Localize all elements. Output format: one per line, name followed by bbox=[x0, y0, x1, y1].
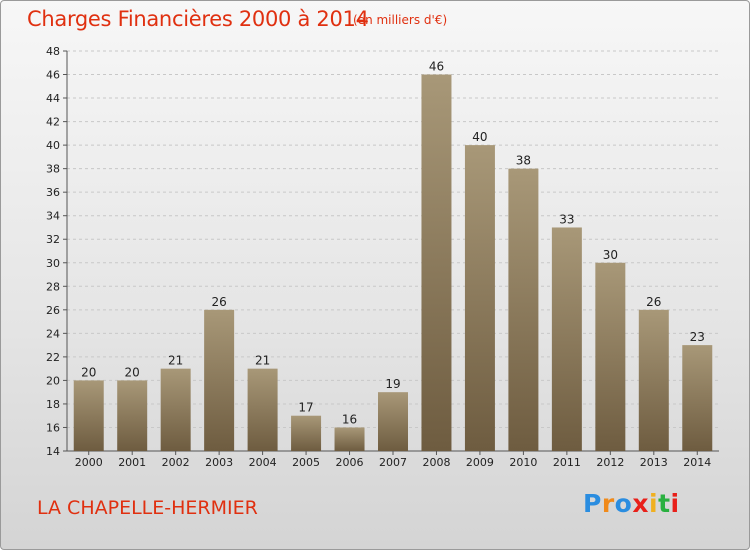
bar-2009 bbox=[464, 145, 495, 451]
y-tick-label: 32 bbox=[46, 233, 60, 246]
bar-2007 bbox=[378, 392, 408, 451]
data-label-2007: 19 bbox=[385, 377, 400, 391]
data-label-2014: 23 bbox=[690, 330, 705, 344]
x-tick-label-2011: 2011 bbox=[553, 456, 581, 469]
x-tick-label-2007: 2007 bbox=[379, 456, 407, 469]
bar-2004 bbox=[247, 368, 278, 451]
x-tick-label-2013: 2013 bbox=[640, 456, 668, 469]
x-tick-label-2003: 2003 bbox=[205, 456, 233, 469]
data-label-2006: 16 bbox=[342, 412, 357, 426]
y-tick-label: 24 bbox=[46, 327, 60, 340]
bar-2005 bbox=[291, 415, 322, 451]
y-tick-label: 30 bbox=[46, 257, 60, 270]
place-name: LA CHAPELLE-HERMIER bbox=[37, 497, 258, 519]
x-tick-label-2004: 2004 bbox=[249, 456, 277, 469]
y-tick-label: 48 bbox=[46, 45, 60, 58]
data-label-2005: 17 bbox=[298, 401, 313, 415]
data-labels: 20 20 21 26 21 17 16 19 46 40 38 33 30 26 23 bbox=[81, 60, 705, 427]
y-tick-label: 34 bbox=[46, 210, 60, 223]
x-tick-label-2002: 2002 bbox=[162, 456, 190, 469]
x-tick-label-2001: 2001 bbox=[118, 456, 146, 469]
x-tick-label-2006: 2006 bbox=[336, 456, 364, 469]
y-tick-label: 38 bbox=[46, 163, 60, 176]
grid-lines bbox=[63, 50, 719, 452]
data-label-2002: 21 bbox=[168, 354, 183, 368]
bar-2006 bbox=[334, 427, 365, 451]
logo-letter: o bbox=[614, 489, 633, 518]
y-tick-label: 26 bbox=[46, 304, 60, 317]
x-tick-label-2008: 2008 bbox=[422, 456, 450, 469]
x-tick-labels: 2000 2001 2002 2003 2004 2005 2006 2007 2008 2009… bbox=[75, 456, 712, 469]
y-tick-label: 40 bbox=[46, 139, 60, 152]
bar-2003 bbox=[204, 309, 235, 451]
logo-letter: P bbox=[583, 489, 602, 518]
bar-2010 bbox=[508, 168, 539, 451]
proxiti-logo[interactable]: Proxiti bbox=[583, 489, 680, 518]
data-label-2011: 33 bbox=[559, 212, 574, 226]
logo-letter: i bbox=[670, 489, 680, 518]
x-tick-label-2009: 2009 bbox=[466, 456, 494, 469]
x-tick-label-2014: 2014 bbox=[683, 456, 711, 469]
chart-title: Charges Financières 2000 à 2014 bbox=[27, 7, 369, 31]
y-tick-label: 28 bbox=[46, 280, 60, 293]
bar-2013 bbox=[638, 309, 669, 451]
y-tick-label: 44 bbox=[46, 92, 60, 105]
data-label-2008: 46 bbox=[429, 60, 444, 74]
x-tick-label-2000: 2000 bbox=[75, 456, 103, 469]
y-tick-label: 14 bbox=[46, 445, 60, 458]
y-tick-label: 46 bbox=[46, 69, 60, 82]
data-label-2012: 30 bbox=[603, 248, 618, 262]
x-tick-label-2012: 2012 bbox=[596, 456, 624, 469]
y-tick-label: 20 bbox=[46, 374, 60, 387]
y-tick-label: 16 bbox=[46, 421, 60, 434]
data-label-2003: 26 bbox=[211, 295, 226, 309]
logo-letter: r bbox=[601, 489, 615, 518]
data-label-2009: 40 bbox=[472, 130, 487, 144]
logo-letter: i bbox=[649, 489, 659, 518]
data-label-2004: 21 bbox=[255, 354, 270, 368]
data-label-2010: 38 bbox=[516, 154, 531, 168]
y-tick-label: 42 bbox=[46, 116, 60, 129]
bar-2011 bbox=[551, 227, 582, 451]
logo-letter: x bbox=[632, 489, 649, 518]
bar-2014 bbox=[682, 345, 713, 451]
bar-2001 bbox=[117, 380, 148, 451]
x-tick-label-2010: 2010 bbox=[509, 456, 537, 469]
y-tick-label: 36 bbox=[46, 186, 60, 199]
y-tick-label: 22 bbox=[46, 351, 60, 364]
bars bbox=[73, 74, 713, 451]
data-label-2013: 26 bbox=[646, 295, 661, 309]
bar-2002 bbox=[160, 368, 191, 451]
chart-subtitle: (en milliers d'€) bbox=[353, 13, 448, 27]
y-tick-label: 18 bbox=[46, 398, 60, 411]
x-tick-label-2005: 2005 bbox=[292, 456, 320, 469]
y-tick-labels: 14 16 18 20 22 24 26 28 30 32 34 36 38 40 42 44 46 48 bbox=[46, 45, 60, 458]
bar-2012 bbox=[595, 262, 626, 451]
logo-letter: t bbox=[658, 489, 671, 518]
data-label-2001: 20 bbox=[125, 365, 140, 379]
data-label-2000: 20 bbox=[81, 365, 96, 379]
bar-2000 bbox=[73, 380, 104, 451]
bar-2008 bbox=[421, 74, 452, 451]
